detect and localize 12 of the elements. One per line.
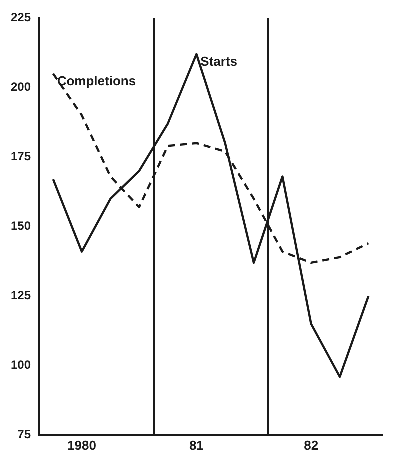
y-tick-label: 100 bbox=[10, 358, 32, 372]
x-tick-label: 1980 bbox=[68, 438, 96, 453]
y-tick-label: 225 bbox=[10, 10, 32, 25]
y-tick-label: 125 bbox=[10, 288, 32, 303]
x-tick-label: 81 bbox=[189, 438, 204, 453]
x-tick-label: 82 bbox=[304, 438, 319, 453]
y-tick-label: 175 bbox=[10, 150, 32, 164]
y-tick-label: 150 bbox=[10, 219, 32, 234]
series-label: Completions bbox=[57, 73, 136, 88]
y-tick-label: 200 bbox=[10, 80, 32, 94]
series-label: Starts bbox=[200, 54, 238, 69]
y-tick-label: 75 bbox=[18, 428, 32, 442]
